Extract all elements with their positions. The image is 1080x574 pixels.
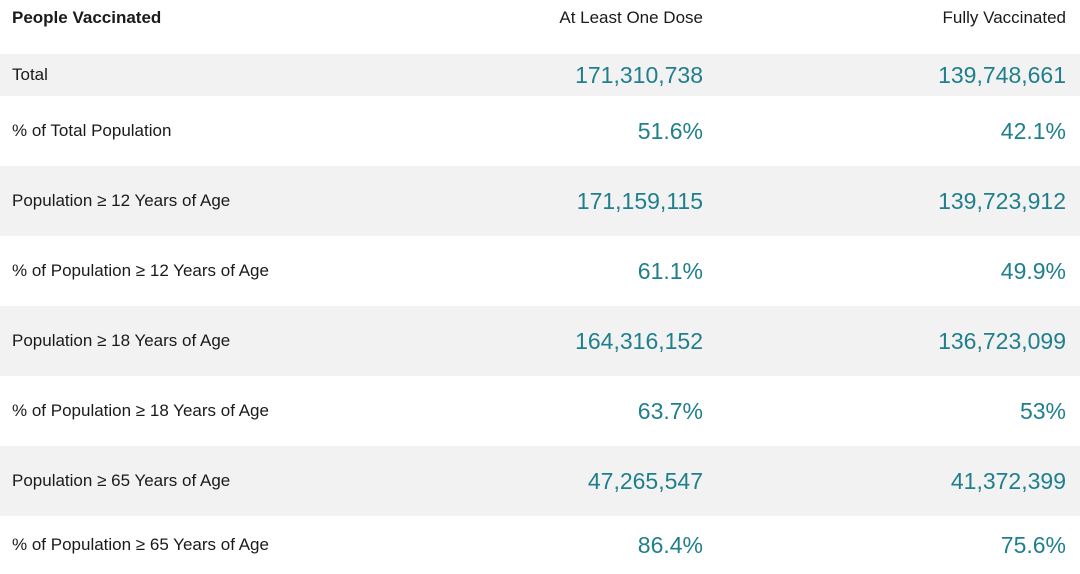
at-least-one-dose-value: 171,310,738 — [575, 61, 703, 88]
table-row: Population ≥ 12 Years of Age 171,159,115… — [0, 166, 1080, 236]
table-row: % of Population ≥ 65 Years of Age 86.4% … — [0, 516, 1080, 574]
table-header: People Vaccinated At Least One Dose Full… — [0, 0, 1080, 54]
row-label: Population ≥ 12 Years of Age — [12, 191, 231, 210]
table-row: Total 171,310,738 139,748,661 — [0, 54, 1080, 96]
row-label: % of Population ≥ 18 Years of Age — [12, 401, 269, 420]
row-label: % of Total Population — [12, 121, 172, 140]
at-least-one-dose-value: 63.7% — [637, 397, 703, 424]
fully-vaccinated-value: 42.1% — [1000, 117, 1066, 144]
header-fully-vaccinated: Fully Vaccinated — [942, 8, 1066, 27]
fully-vaccinated-value: 49.9% — [1000, 257, 1066, 284]
table-row: % of Population ≥ 18 Years of Age 63.7% … — [0, 376, 1080, 446]
fully-vaccinated-value: 75.6% — [1000, 531, 1066, 558]
fully-vaccinated-value: 53% — [1019, 397, 1066, 424]
table-row: % of Total Population 51.6% 42.1% — [0, 96, 1080, 166]
at-least-one-dose-value: 171,159,115 — [576, 187, 703, 214]
row-label: % of Population ≥ 12 Years of Age — [12, 261, 269, 280]
table-row: % of Population ≥ 12 Years of Age 61.1% … — [0, 236, 1080, 306]
fully-vaccinated-value: 136,723,099 — [938, 327, 1066, 354]
table-row: Population ≥ 65 Years of Age 47,265,547 … — [0, 446, 1080, 516]
header-people-vaccinated: People Vaccinated — [12, 8, 162, 27]
at-least-one-dose-value: 164,316,152 — [575, 327, 703, 354]
row-label: Population ≥ 18 Years of Age — [12, 331, 231, 350]
at-least-one-dose-value: 51.6% — [637, 117, 703, 144]
at-least-one-dose-value: 61.1% — [637, 257, 703, 284]
fully-vaccinated-value: 139,723,912 — [938, 187, 1066, 214]
row-label: % of Population ≥ 65 Years of Age — [12, 535, 269, 554]
fully-vaccinated-value: 139,748,661 — [938, 61, 1066, 88]
at-least-one-dose-value: 47,265,547 — [587, 467, 703, 494]
row-label: Population ≥ 65 Years of Age — [12, 471, 231, 490]
fully-vaccinated-value: 41,372,399 — [950, 467, 1066, 494]
table-row: Population ≥ 18 Years of Age 164,316,152… — [0, 306, 1080, 376]
at-least-one-dose-value: 86.4% — [637, 531, 703, 558]
header-at-least-one-dose: At Least One Dose — [559, 8, 703, 27]
row-label: Total — [12, 65, 48, 84]
